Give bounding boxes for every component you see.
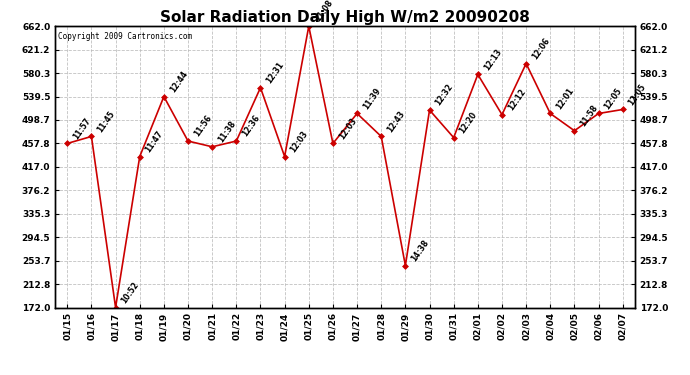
Text: 12:03: 12:03 <box>289 129 310 154</box>
Text: 11:56: 11:56 <box>193 114 213 138</box>
Text: 11:58: 11:58 <box>579 103 600 128</box>
Text: 11:45: 11:45 <box>96 109 117 134</box>
Text: 12:44: 12:44 <box>168 69 189 94</box>
Text: 12:31: 12:31 <box>265 60 286 85</box>
Text: 11:39: 11:39 <box>362 86 382 111</box>
Text: 11:38: 11:38 <box>217 119 237 144</box>
Text: 12:01: 12:01 <box>555 86 575 111</box>
Text: 12:05: 12:05 <box>627 82 648 107</box>
Text: 11:47: 11:47 <box>144 129 165 154</box>
Text: 12:36: 12:36 <box>241 113 262 138</box>
Text: 12:43: 12:43 <box>386 109 406 134</box>
Text: 10:52: 10:52 <box>120 280 141 305</box>
Text: 11:08: 11:08 <box>313 0 334 24</box>
Text: Copyright 2009 Cartronics.com: Copyright 2009 Cartronics.com <box>58 32 193 41</box>
Text: 12:13: 12:13 <box>482 47 503 72</box>
Text: 12:05: 12:05 <box>603 86 624 111</box>
Text: 12:03: 12:03 <box>337 116 358 141</box>
Text: 12:12: 12:12 <box>506 87 527 112</box>
Text: 14:38: 14:38 <box>410 238 431 263</box>
Text: 12:32: 12:32 <box>434 82 455 107</box>
Text: 12:06: 12:06 <box>531 36 551 61</box>
Title: Solar Radiation Daily High W/m2 20090208: Solar Radiation Daily High W/m2 20090208 <box>160 10 530 25</box>
Text: 11:57: 11:57 <box>72 116 92 141</box>
Text: 12:20: 12:20 <box>458 110 479 135</box>
